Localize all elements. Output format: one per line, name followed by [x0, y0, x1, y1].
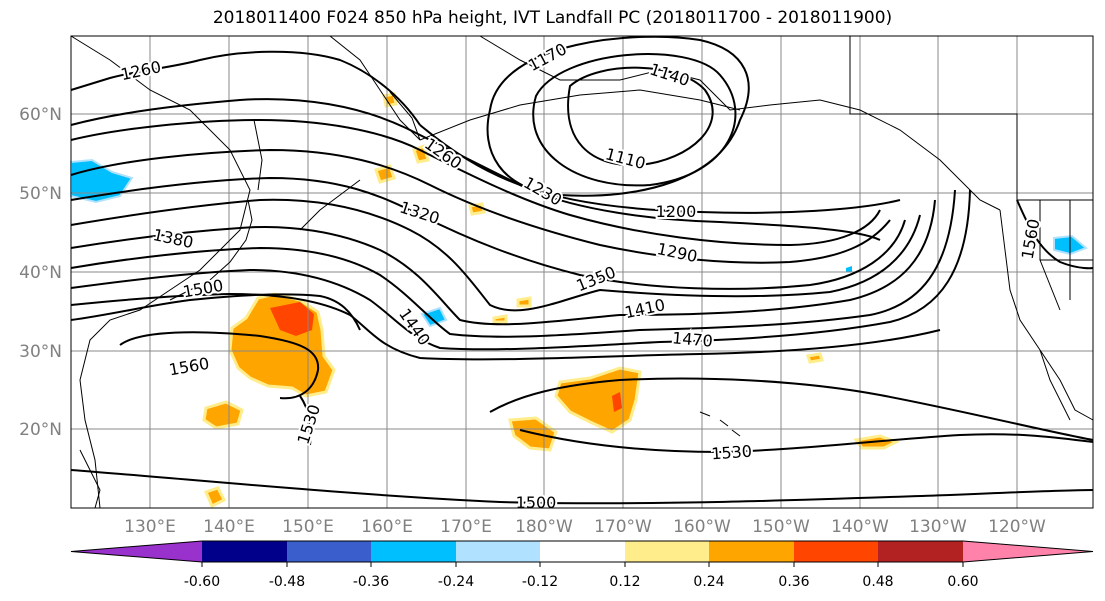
contour-label: 1500 — [516, 493, 557, 512]
lat-label: 40°N — [19, 263, 62, 283]
contour-1560 — [119, 331, 320, 400]
contour-1110 — [567, 66, 714, 167]
coast-baja — [1039, 349, 1071, 421]
contour-1500 — [70, 293, 361, 331]
colorbar-segment — [371, 541, 456, 562]
graticule — [71, 36, 1093, 508]
ivt-region-central — [554, 366, 642, 434]
colorbar-tick-label: 0.12 — [609, 574, 640, 590]
coast-hawaii — [699, 411, 741, 437]
contour-1530-south — [519, 429, 1094, 454]
colorbar-segment — [71, 541, 202, 562]
ivt-region-small-7 — [492, 314, 508, 324]
contour-1380 — [70, 199, 936, 326]
ivt-region-small-8 — [806, 352, 824, 364]
colorbar-tick-label: 0.60 — [947, 574, 978, 590]
lon-label-group: 130°E 140°E 150°E 160°E 170°E 180°W 170°… — [124, 517, 1046, 537]
contour-1290 — [70, 148, 891, 264]
lon-label: 180°W — [515, 517, 573, 537]
contour-1350 — [70, 198, 921, 312]
colorbar-segment — [540, 541, 625, 562]
coast-alaska — [479, 35, 1001, 211]
colorbar-segment — [709, 541, 794, 562]
colorbar-tick-label: 0.48 — [862, 574, 893, 590]
lon-label: 130°E — [124, 517, 176, 537]
lon-label: 120°W — [988, 517, 1046, 537]
map-title: 2018011400 F024 850 hPa height, IVT Land… — [212, 8, 893, 28]
contour-1560-east — [1016, 199, 1094, 270]
contour-1410 — [70, 189, 956, 338]
lon-label: 150°E — [282, 517, 334, 537]
colorbar-tick-label: -0.24 — [438, 574, 474, 590]
contour-label: 1530 — [711, 442, 753, 464]
colorbar-tick-label: -0.36 — [353, 574, 389, 590]
colorbar-tick-label: -0.12 — [522, 574, 558, 590]
contour-1470 — [70, 292, 941, 361]
coast-japan — [169, 199, 253, 301]
ivt-core-central — [612, 392, 622, 412]
border-canada-us — [849, 36, 1093, 201]
lon-label: 160°W — [673, 517, 731, 537]
contour-1260 — [70, 118, 881, 247]
ivt-neg-small — [846, 266, 852, 272]
contour-1260-w — [70, 50, 421, 126]
map-frame — [70, 35, 1094, 509]
lat-label-group: 60°N 50°N 40°N 30°N 20°N — [19, 105, 62, 440]
lon-label: 150°W — [752, 517, 810, 537]
contour-1530-east — [489, 377, 1094, 441]
border-states — [1039, 200, 1093, 311]
contour-label: 1200 — [656, 202, 697, 221]
contour-1500-south — [70, 469, 1094, 505]
coast-kamchatka — [329, 35, 421, 141]
coast-aleutians — [419, 89, 741, 141]
colorbar-tick-label: -0.60 — [184, 574, 220, 590]
contour-1530 — [299, 395, 312, 446]
lat-label: 30°N — [19, 342, 62, 362]
height-contours — [70, 35, 1094, 505]
colorbar-segment — [878, 541, 963, 562]
ivt-region-south — [202, 400, 244, 430]
coastlines — [70, 35, 1094, 509]
colorbar-segment — [456, 541, 540, 562]
contour-1200 — [419, 124, 901, 214]
lat-label: 60°N — [19, 105, 62, 125]
lat-label: 50°N — [19, 184, 62, 204]
colorbar-segment — [794, 541, 878, 562]
contour-1320 — [70, 176, 906, 290]
ivt-region-small-2 — [412, 143, 430, 164]
lon-label: 140°W — [831, 517, 889, 537]
colorbar-tick-label: 0.36 — [778, 574, 809, 590]
contour-1230 — [70, 98, 881, 241]
colorbar: -0.60 -0.48 -0.36 -0.24 -0.12 0.12 0.24 … — [70, 540, 1094, 590]
lon-label: 170°W — [594, 517, 652, 537]
contour-1140 — [532, 53, 737, 187]
ivt-core-west-pacific — [270, 302, 314, 336]
ivt-region-small-1 — [203, 486, 227, 509]
lat-label: 20°N — [19, 420, 62, 440]
lon-label: 170°E — [440, 517, 492, 537]
ivt-region-small-6 — [516, 296, 532, 308]
colorbar-segment — [625, 541, 709, 562]
coast-na-west — [999, 209, 1094, 421]
colorbar-tick-label: 0.24 — [693, 574, 724, 590]
contour-1440 — [70, 189, 971, 351]
coast-philippines — [79, 449, 101, 509]
lon-label: 130°W — [909, 517, 967, 537]
colorbar-segment — [202, 541, 287, 562]
colorbar-tick-label: -0.48 — [269, 574, 305, 590]
coast-asia — [70, 35, 251, 509]
colorbar-segment — [287, 541, 371, 562]
lon-label: 160°E — [361, 517, 413, 537]
lon-label: 140°E — [203, 517, 255, 537]
colorbar-segment — [963, 541, 1093, 562]
coast-sakhalin — [253, 119, 263, 191]
contour-label: 1470 — [671, 328, 713, 350]
ivt-neg-central — [420, 306, 448, 328]
